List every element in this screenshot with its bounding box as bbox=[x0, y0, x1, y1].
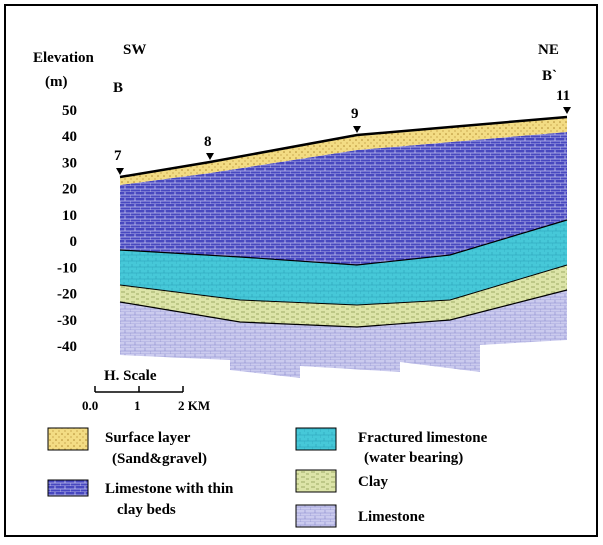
legend-swatch bbox=[296, 470, 336, 492]
axis-title: Elevation bbox=[33, 50, 94, 66]
cross-section: Elevation (m) 50 40 30 20 10 0 -10 -20 -30 -40 SW… bbox=[0, 0, 603, 540]
legend-swatch bbox=[296, 428, 336, 450]
legend-label: Fractured limestone bbox=[358, 430, 488, 446]
tick-label: 30 bbox=[62, 155, 77, 171]
tick-label: -20 bbox=[57, 287, 77, 303]
well-label: 7 bbox=[114, 148, 122, 164]
tick-label: 0 bbox=[70, 234, 78, 250]
legend-label: (Sand&gravel) bbox=[112, 451, 207, 467]
scale-title: H. Scale bbox=[104, 368, 157, 384]
legend-label: Clay bbox=[358, 474, 389, 490]
legend-label: Limestone bbox=[358, 509, 425, 525]
well-label: 11 bbox=[556, 88, 570, 104]
legend-label: clay beds bbox=[117, 502, 176, 518]
tick-label: 10 bbox=[62, 208, 77, 224]
tick-label: -30 bbox=[57, 313, 77, 329]
scale-label: 0.0 bbox=[82, 398, 98, 413]
legend-label: Surface layer bbox=[105, 430, 191, 446]
scale-bar bbox=[95, 386, 183, 392]
direction-label: NE bbox=[538, 42, 559, 58]
direction-label: SW bbox=[123, 42, 146, 58]
section-point: B bbox=[113, 80, 123, 96]
tick-label: -10 bbox=[57, 260, 77, 276]
tick-label: 20 bbox=[62, 182, 77, 198]
legend-label: (water bearing) bbox=[364, 450, 463, 466]
legend-label: Limestone with thin bbox=[105, 481, 234, 497]
axis-unit: (m) bbox=[45, 74, 68, 90]
tick-label: 40 bbox=[62, 129, 77, 145]
tick-label: -40 bbox=[57, 339, 77, 355]
section-point: B` bbox=[542, 68, 557, 84]
well-label: 9 bbox=[351, 106, 359, 122]
scale-label: 1 bbox=[134, 398, 141, 413]
scale-label: 2 KM bbox=[178, 398, 210, 413]
legend-swatch bbox=[296, 505, 336, 527]
legend-swatch bbox=[48, 480, 88, 496]
well-label: 8 bbox=[204, 134, 212, 150]
tick-label: 50 bbox=[62, 103, 77, 119]
legend-swatch bbox=[48, 428, 88, 450]
